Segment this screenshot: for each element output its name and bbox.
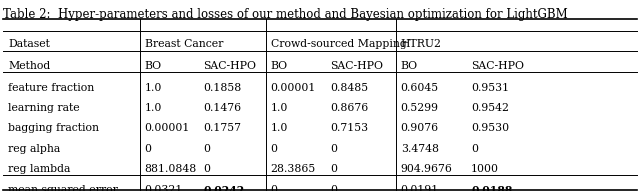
Text: HTRU2: HTRU2 bbox=[401, 39, 442, 49]
Text: reg alpha: reg alpha bbox=[8, 144, 61, 154]
Text: 0.1757: 0.1757 bbox=[204, 123, 241, 133]
Text: 0.0321: 0.0321 bbox=[145, 185, 183, 191]
Text: 1.0: 1.0 bbox=[145, 103, 162, 113]
Text: 904.9676: 904.9676 bbox=[401, 164, 452, 174]
Text: feature fraction: feature fraction bbox=[8, 83, 95, 93]
Text: 881.0848: 881.0848 bbox=[145, 164, 197, 174]
Text: learning rate: learning rate bbox=[8, 103, 80, 113]
Text: BO: BO bbox=[271, 61, 288, 71]
Text: Dataset: Dataset bbox=[8, 39, 50, 49]
Text: 0: 0 bbox=[271, 144, 278, 154]
Text: 0.1476: 0.1476 bbox=[204, 103, 242, 113]
Text: 0.5299: 0.5299 bbox=[401, 103, 438, 113]
Text: 0: 0 bbox=[330, 164, 337, 174]
Text: Method: Method bbox=[8, 61, 51, 71]
Text: 0.9530: 0.9530 bbox=[471, 123, 509, 133]
Text: 0: 0 bbox=[330, 144, 337, 154]
Text: 1000: 1000 bbox=[471, 164, 499, 174]
Text: 3.4748: 3.4748 bbox=[401, 144, 438, 154]
Text: Crowd-sourced Mapping: Crowd-sourced Mapping bbox=[271, 39, 406, 49]
Text: Breast Cancer: Breast Cancer bbox=[145, 39, 223, 49]
Text: SAC-HPO: SAC-HPO bbox=[330, 61, 383, 71]
Text: 0.1858: 0.1858 bbox=[204, 83, 242, 93]
Text: 0.9542: 0.9542 bbox=[471, 103, 509, 113]
Text: 0.0242: 0.0242 bbox=[204, 185, 244, 191]
Text: 0.7153: 0.7153 bbox=[330, 123, 369, 133]
Text: 0.0191: 0.0191 bbox=[401, 185, 439, 191]
Text: 0.9531: 0.9531 bbox=[471, 83, 509, 93]
Text: BO: BO bbox=[401, 61, 418, 71]
Text: SAC-HPO: SAC-HPO bbox=[471, 61, 524, 71]
Text: reg lambda: reg lambda bbox=[8, 164, 70, 174]
Text: 1.0: 1.0 bbox=[271, 123, 288, 133]
Text: 1.0: 1.0 bbox=[271, 103, 288, 113]
Text: 0.8676: 0.8676 bbox=[330, 103, 369, 113]
Text: 0: 0 bbox=[471, 144, 478, 154]
Text: 0: 0 bbox=[271, 185, 278, 191]
Text: 0.6045: 0.6045 bbox=[401, 83, 439, 93]
Text: bagging fraction: bagging fraction bbox=[8, 123, 99, 133]
Text: 0.0188: 0.0188 bbox=[471, 185, 513, 191]
Text: BO: BO bbox=[145, 61, 162, 71]
Text: 0.9076: 0.9076 bbox=[401, 123, 439, 133]
Text: 0.8485: 0.8485 bbox=[330, 83, 369, 93]
Text: Table 2:  Hyper-parameters and losses of our method and Bayesian optimization fo: Table 2: Hyper-parameters and losses of … bbox=[3, 8, 568, 21]
Text: 0: 0 bbox=[204, 164, 211, 174]
Text: 0.00001: 0.00001 bbox=[271, 83, 316, 93]
Text: 0.00001: 0.00001 bbox=[145, 123, 190, 133]
Text: mean squared error: mean squared error bbox=[8, 185, 118, 191]
Text: SAC-HPO: SAC-HPO bbox=[204, 61, 257, 71]
Text: 1.0: 1.0 bbox=[145, 83, 162, 93]
Text: 28.3865: 28.3865 bbox=[271, 164, 316, 174]
Text: 0: 0 bbox=[330, 185, 337, 191]
Text: 0: 0 bbox=[204, 144, 211, 154]
Text: 0: 0 bbox=[145, 144, 152, 154]
